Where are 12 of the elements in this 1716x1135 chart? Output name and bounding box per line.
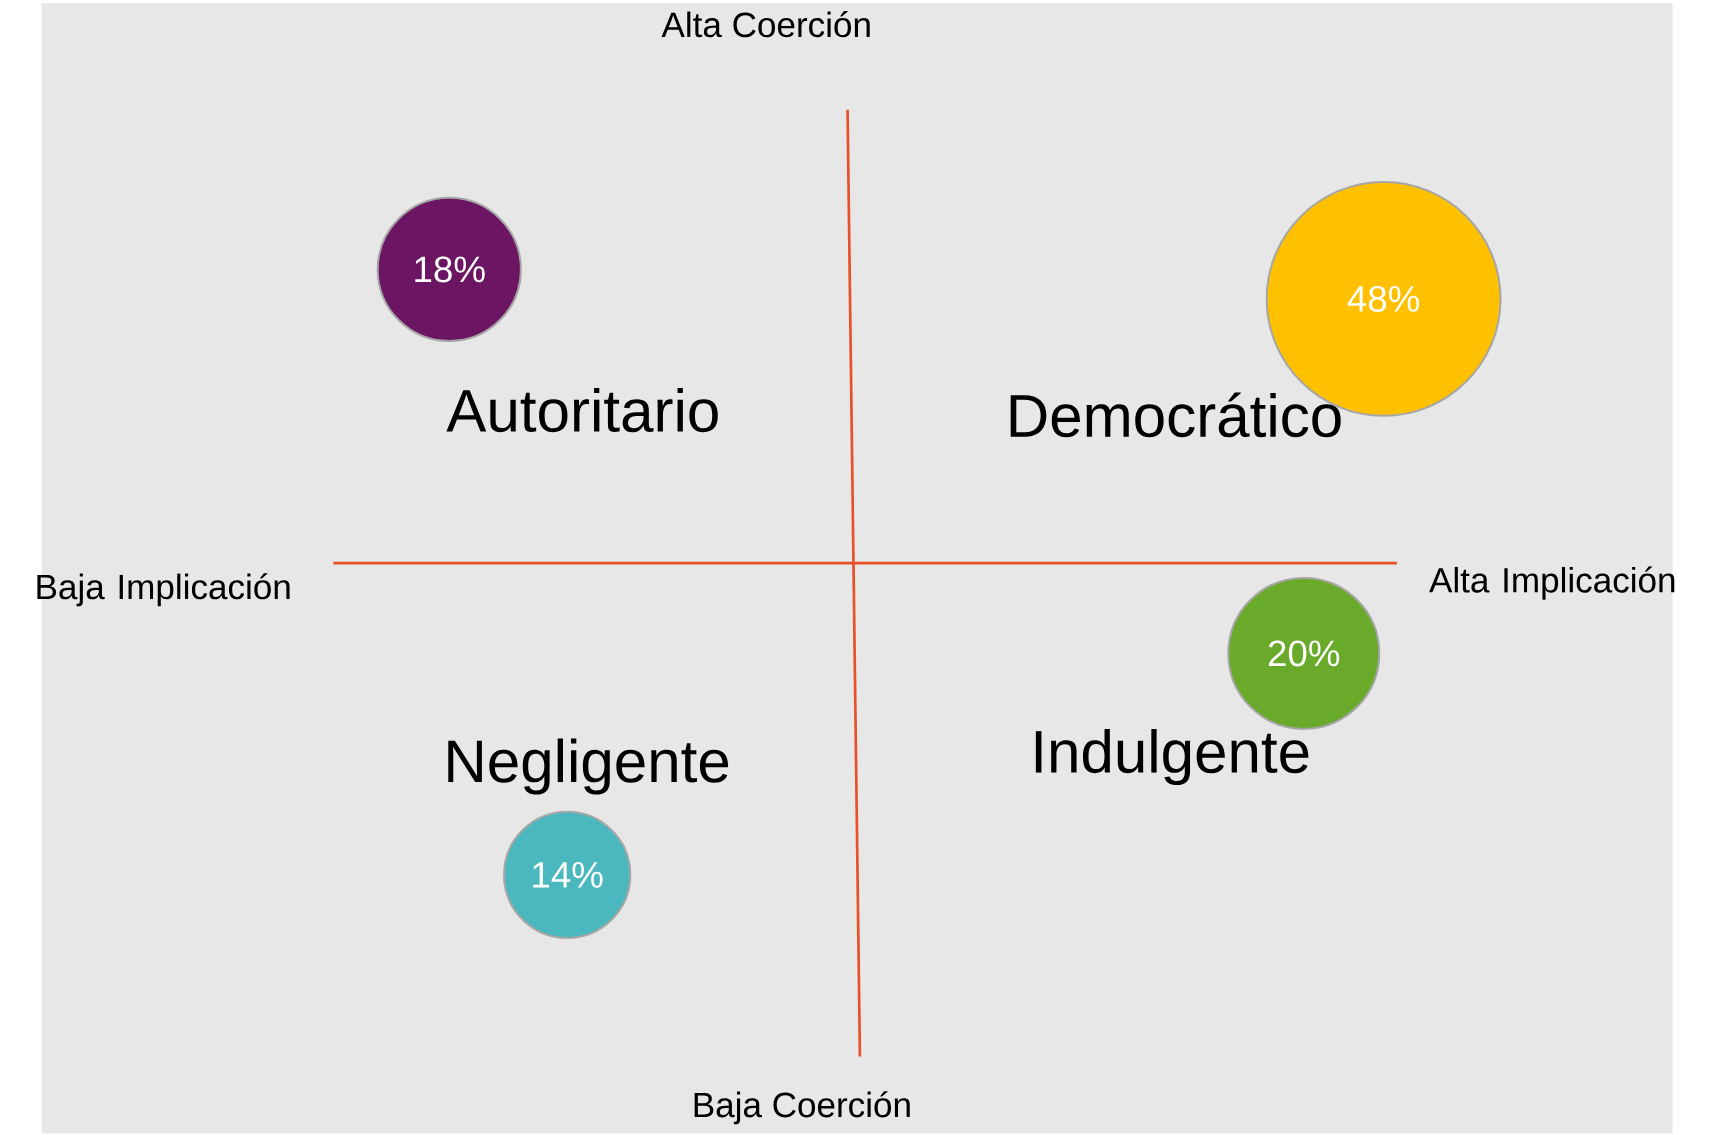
text: Baja Implicación [37,572,290,607]
category-label: Autoritario [446,387,718,432]
text: Alta Coerción [661,10,870,38]
data-label: 20% [1268,640,1340,667]
data-label: 48% [1347,285,1420,312]
category-label: Indulgente [1035,728,1309,785]
data-label: 14% [533,861,603,888]
data-label: 18% [415,256,485,283]
text: Baja Coerción [694,1090,910,1125]
category-label: Democrático [1010,392,1341,438]
category-label: Negligente [448,738,729,795]
text: Alta Implicación [1429,566,1675,600]
